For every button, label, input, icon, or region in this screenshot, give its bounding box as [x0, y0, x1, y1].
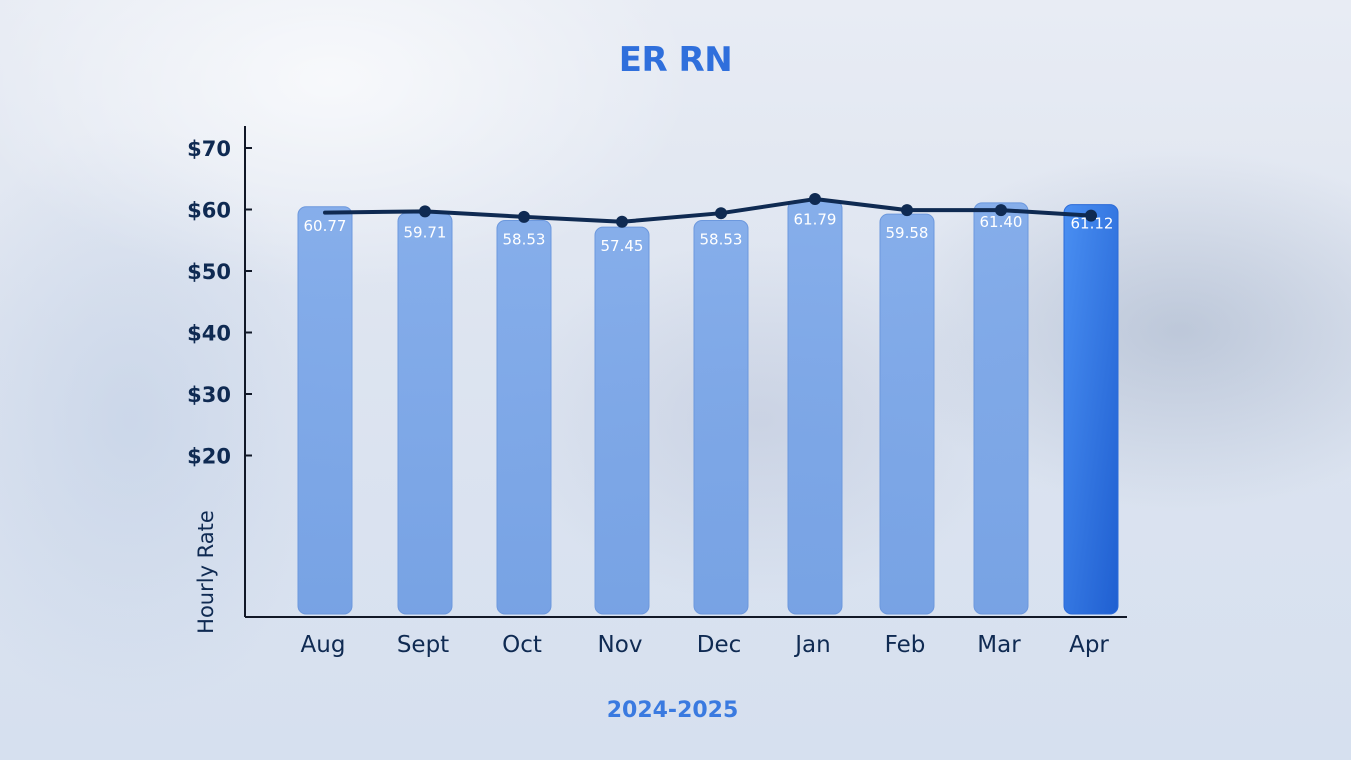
- trend-point-oct: [518, 210, 530, 223]
- chart-title: ER RN: [618, 40, 733, 80]
- x-tick-label-feb: Feb: [885, 632, 926, 658]
- value-label-nov: 57.45: [601, 237, 644, 255]
- x-tick-label-sept: Sept: [397, 632, 449, 658]
- bar-mar: [973, 202, 1029, 615]
- y-tick-label-20: $20: [187, 445, 231, 469]
- y-tick-label-40: $40: [187, 322, 231, 346]
- y-tick-label-70: $70: [187, 137, 231, 161]
- axes-layer: $70 $60 $50 $40 $30 $20 Aug Sept Oct Nov Dec Jan Feb…: [187, 126, 1127, 658]
- value-label-feb: 59.58: [886, 224, 929, 242]
- value-label-apr: 61.12: [1071, 215, 1114, 233]
- bar-apr: [1063, 204, 1119, 615]
- bar-aug: [297, 206, 353, 615]
- bar-jan: [787, 199, 843, 615]
- trend-line-layer: [323, 193, 1097, 228]
- x-tick-label-aug: Aug: [301, 632, 346, 658]
- trend-point-nov: [616, 215, 628, 228]
- bar-oct: [496, 220, 552, 615]
- x-axis-label: 2024-2025: [606, 698, 739, 723]
- x-tick-label-dec: Dec: [697, 632, 742, 658]
- value-label-sept: 59.71: [404, 223, 447, 241]
- trend-point-mar: [995, 204, 1007, 217]
- bar-feb: [879, 213, 935, 615]
- value-labels-layer: 60.77 59.71 58.53 57.45 58.53 61.79 59.58 61.40…: [304, 210, 1114, 255]
- y-axis-label: Hourly Rate: [194, 510, 218, 634]
- x-tick-label-apr: Apr: [1069, 632, 1109, 658]
- trend-point-jan: [809, 193, 821, 206]
- trend-point-sept: [419, 205, 431, 218]
- x-tick-label-jan: Jan: [793, 632, 830, 658]
- y-tick-label-30: $30: [187, 383, 231, 407]
- value-label-oct: 58.53: [503, 231, 546, 249]
- bars-layer: [297, 199, 1119, 615]
- x-tick-label-mar: Mar: [977, 632, 1021, 658]
- trend-point-feb: [901, 204, 913, 217]
- trend-point-dec: [715, 207, 727, 220]
- value-label-aug: 60.77: [304, 217, 347, 235]
- bar-sept: [397, 212, 453, 615]
- bar-nov: [594, 226, 650, 615]
- y-tick-label-50: $50: [187, 260, 231, 284]
- trend-point-apr: [1085, 209, 1097, 222]
- bar-dec: [693, 220, 749, 615]
- x-tick-label-nov: Nov: [598, 632, 643, 658]
- y-tick-label-60: $60: [187, 199, 231, 223]
- value-label-jan: 61.79: [794, 210, 837, 228]
- x-tick-label-oct: Oct: [502, 632, 542, 658]
- value-label-dec: 58.53: [700, 231, 743, 249]
- value-label-mar: 61.40: [980, 213, 1023, 231]
